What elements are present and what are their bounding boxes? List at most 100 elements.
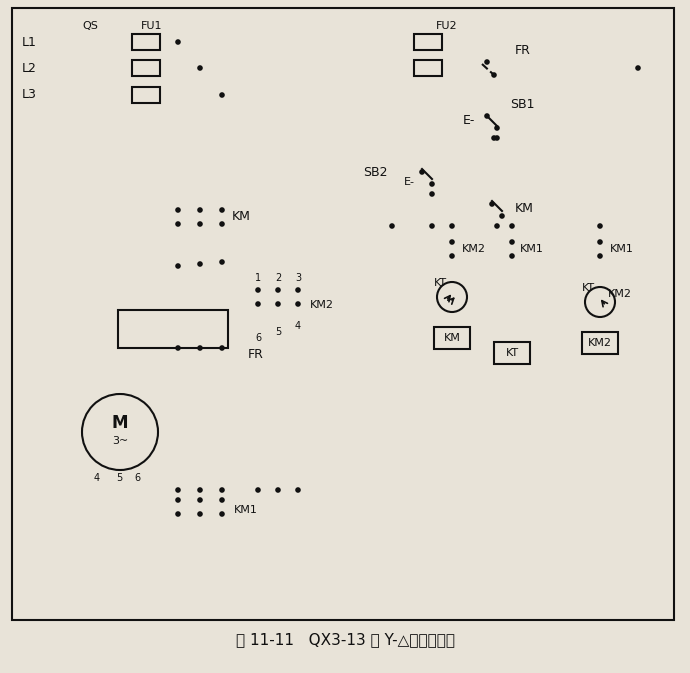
- Bar: [414, 60, 442, 76]
- Circle shape: [197, 511, 203, 517]
- Text: QS: QS: [82, 21, 98, 31]
- Text: KT: KT: [434, 278, 447, 288]
- Circle shape: [420, 169, 425, 175]
- Circle shape: [219, 487, 225, 493]
- Text: KM1: KM1: [234, 505, 258, 515]
- Circle shape: [598, 253, 603, 259]
- Circle shape: [275, 302, 281, 307]
- Text: 6: 6: [255, 333, 261, 343]
- Circle shape: [389, 223, 395, 229]
- Circle shape: [635, 65, 641, 71]
- Circle shape: [484, 113, 490, 119]
- Text: E-: E-: [463, 114, 475, 127]
- Circle shape: [598, 223, 603, 229]
- Bar: [132, 87, 160, 103]
- Text: KT: KT: [582, 283, 595, 293]
- Circle shape: [275, 287, 281, 293]
- Circle shape: [197, 487, 203, 493]
- Circle shape: [175, 511, 181, 517]
- Text: 图 11-11   QX3-13 型 Y-△自动启动器: 图 11-11 QX3-13 型 Y-△自动启动器: [235, 633, 455, 647]
- Circle shape: [489, 201, 495, 207]
- Text: FR: FR: [515, 44, 531, 57]
- Text: KM2: KM2: [588, 338, 612, 348]
- Text: KM2: KM2: [608, 289, 632, 299]
- Circle shape: [197, 261, 203, 267]
- Circle shape: [295, 487, 301, 493]
- Circle shape: [509, 239, 515, 245]
- Circle shape: [494, 125, 500, 131]
- Circle shape: [491, 135, 497, 141]
- Circle shape: [275, 487, 281, 493]
- Circle shape: [449, 239, 455, 245]
- Circle shape: [219, 207, 225, 213]
- Circle shape: [437, 282, 467, 312]
- Circle shape: [197, 221, 203, 227]
- Text: KT: KT: [506, 348, 519, 358]
- Text: 6: 6: [134, 473, 140, 483]
- Circle shape: [197, 65, 203, 71]
- Circle shape: [197, 345, 203, 351]
- Circle shape: [255, 302, 261, 307]
- Circle shape: [175, 221, 181, 227]
- Circle shape: [219, 497, 225, 503]
- Bar: [132, 34, 160, 50]
- Text: L1: L1: [22, 36, 37, 48]
- Text: SB2: SB2: [364, 166, 388, 178]
- Circle shape: [219, 259, 225, 264]
- Text: KM1: KM1: [520, 244, 544, 254]
- Text: E-: E-: [404, 177, 415, 187]
- Circle shape: [499, 213, 505, 219]
- Text: 4: 4: [295, 321, 301, 331]
- Circle shape: [598, 239, 603, 245]
- Circle shape: [175, 207, 181, 213]
- Circle shape: [585, 287, 615, 317]
- Circle shape: [484, 59, 490, 65]
- Bar: [414, 34, 442, 50]
- Circle shape: [175, 39, 181, 45]
- Text: L2: L2: [22, 61, 37, 75]
- Circle shape: [295, 302, 301, 307]
- Circle shape: [175, 345, 181, 351]
- Circle shape: [509, 253, 515, 259]
- Bar: [494, 342, 530, 364]
- Circle shape: [295, 287, 301, 293]
- Text: KM: KM: [444, 333, 460, 343]
- Circle shape: [219, 92, 225, 98]
- Circle shape: [449, 253, 455, 259]
- Circle shape: [494, 135, 500, 141]
- Circle shape: [175, 263, 181, 269]
- Circle shape: [429, 181, 435, 187]
- Text: 5: 5: [116, 473, 122, 483]
- Text: SB1: SB1: [510, 98, 535, 110]
- Circle shape: [494, 223, 500, 229]
- Text: 4: 4: [94, 473, 100, 483]
- Text: L3: L3: [22, 89, 37, 102]
- Circle shape: [255, 287, 261, 293]
- Text: KM2: KM2: [462, 244, 486, 254]
- Text: 1: 1: [255, 273, 261, 283]
- Circle shape: [82, 394, 158, 470]
- Text: 3~: 3~: [112, 436, 128, 446]
- Text: KM1: KM1: [610, 244, 634, 254]
- Circle shape: [219, 221, 225, 227]
- Circle shape: [491, 72, 497, 78]
- Text: KM: KM: [515, 203, 534, 215]
- Text: M: M: [112, 414, 128, 432]
- Circle shape: [255, 487, 261, 493]
- Circle shape: [429, 191, 435, 197]
- Circle shape: [175, 497, 181, 503]
- Text: 5: 5: [275, 327, 281, 337]
- Circle shape: [449, 223, 455, 229]
- Circle shape: [197, 497, 203, 503]
- Bar: [582, 332, 618, 354]
- Circle shape: [219, 511, 225, 517]
- Text: KM: KM: [232, 209, 251, 223]
- Circle shape: [509, 223, 515, 229]
- Text: FU2: FU2: [436, 21, 457, 31]
- Bar: [132, 60, 160, 76]
- Text: FU1: FU1: [141, 21, 163, 31]
- Text: 3: 3: [295, 273, 301, 283]
- Circle shape: [429, 223, 435, 229]
- Bar: [118, 310, 228, 348]
- Text: KM2: KM2: [310, 300, 334, 310]
